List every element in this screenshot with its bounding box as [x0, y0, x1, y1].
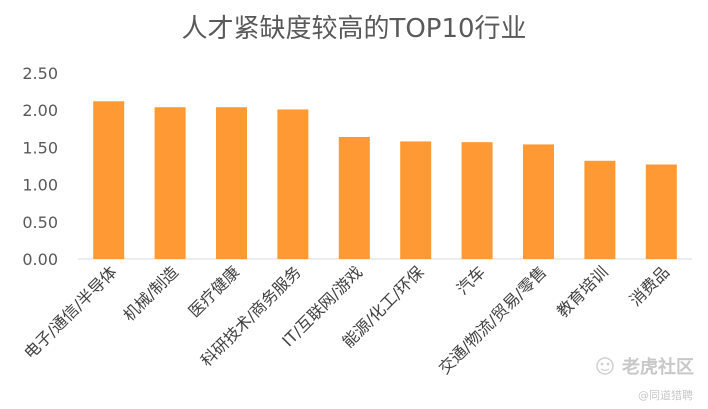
x-tick-label: 医疗健康: [185, 262, 244, 321]
bar: [216, 107, 247, 259]
bar: [154, 107, 186, 259]
bar: [645, 164, 677, 259]
bar: [400, 141, 432, 259]
y-tick-label: 0.00: [22, 250, 58, 269]
chart-title: 人才紧缺度较高的TOP10行业: [181, 14, 526, 44]
bar: [461, 142, 493, 259]
bar: [93, 101, 125, 259]
x-tick-label: 电子/通信/半导体: [20, 262, 120, 362]
y-tick-label: 1.00: [22, 176, 58, 195]
watermark-main-text: 老虎社区: [622, 356, 694, 378]
bar: [277, 109, 309, 260]
y-axis: 0.00 0.50 1.00 1.50 2.00 2.50: [22, 64, 58, 269]
x-tick-label: 教育培训: [553, 262, 612, 321]
x-tick-label: 消费品: [626, 262, 673, 309]
y-tick-label: 1.50: [22, 138, 58, 157]
bar: [523, 144, 554, 259]
bar: [584, 160, 616, 259]
x-tick-label: 汽车: [453, 262, 489, 298]
x-tick-label: 机械/制造: [119, 262, 182, 325]
watermark-sub-text: @同道猎聘: [638, 388, 693, 402]
x-tick-label: 交通/物流/贸易/零售: [435, 262, 550, 377]
bar: [338, 136, 370, 259]
tiger-logo-icon: [596, 357, 614, 375]
y-tick-label: 2.50: [22, 64, 58, 83]
watermark: 老虎社区 @同道猎聘: [596, 356, 694, 402]
bars: [93, 101, 677, 260]
y-tick-label: 0.50: [22, 213, 58, 232]
y-tick-label: 2.00: [22, 101, 58, 120]
